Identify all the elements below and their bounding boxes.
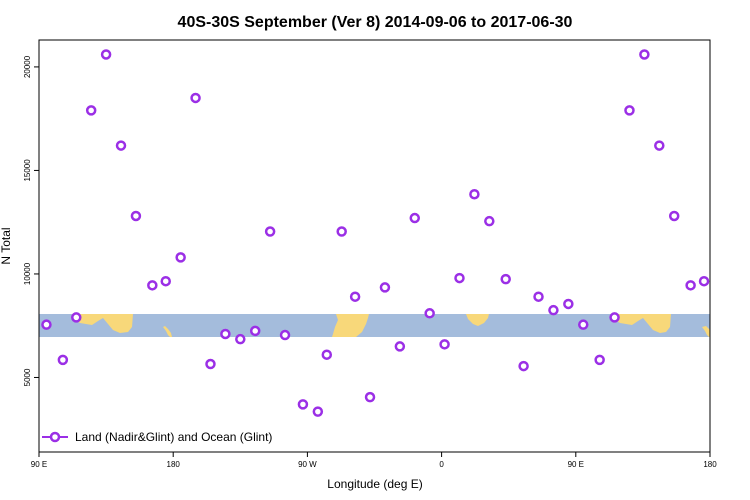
data-point (379, 282, 391, 293)
data-point (220, 328, 231, 340)
data-point (624, 105, 635, 116)
plot-frame (38, 39, 711, 453)
data-point (321, 349, 333, 360)
ocean-band (39, 314, 710, 337)
data-point (548, 304, 559, 316)
data-point (409, 212, 421, 224)
y-tick-label: 10000 (23, 262, 32, 285)
data-point (249, 325, 261, 337)
data-point (364, 391, 376, 403)
data-point (349, 291, 361, 302)
data-point (639, 49, 650, 60)
x-tick-label: 0 (439, 460, 444, 469)
data-point (654, 140, 665, 151)
data-point (297, 399, 309, 410)
x-tick-label: 90 E (568, 460, 584, 469)
y-axis-label: N Total (0, 227, 13, 264)
data-point (85, 105, 97, 116)
x-tick-label: 180 (703, 460, 717, 469)
data-points (41, 49, 710, 417)
data-point (394, 341, 406, 352)
data-point (533, 291, 544, 302)
x-tick-label: 180 (167, 460, 181, 469)
data-point (160, 275, 171, 287)
data-point (500, 273, 511, 285)
legend: Land (Nadir&Glint) and Ocean (Glint) (42, 430, 272, 444)
data-point (685, 280, 696, 291)
data-point (668, 210, 680, 222)
data-point (71, 312, 82, 323)
data-point (205, 358, 216, 370)
data-point (100, 49, 112, 60)
legend-label: Land (Nadir&Glint) and Ocean (Glint) (75, 430, 272, 444)
x-axis-label: Longitude (deg E) (327, 477, 422, 491)
data-point (336, 226, 347, 237)
data-point (609, 312, 620, 323)
data-point (454, 272, 465, 284)
data-point (312, 406, 324, 417)
data-point (279, 329, 291, 341)
data-point (57, 354, 69, 366)
world-map-strip (39, 314, 710, 337)
data-point (518, 360, 529, 372)
x-axis: 90 E 180 90 W 0 90 E 180 (31, 452, 717, 469)
data-point (190, 92, 201, 104)
africa-landmass (466, 314, 489, 326)
y-tick-label: 20000 (23, 55, 32, 78)
data-point (41, 319, 52, 330)
data-point (264, 226, 276, 237)
new-zealand-landmass (163, 326, 172, 337)
x-tick-label: 90 W (298, 460, 317, 469)
data-point (175, 252, 186, 263)
data-point (563, 298, 574, 310)
data-point (235, 333, 246, 345)
data-point (578, 319, 589, 330)
data-point (698, 275, 710, 287)
australia-landmass-repeat (612, 314, 671, 333)
legend-marker (49, 431, 61, 443)
y-tick-label: 5000 (23, 368, 32, 386)
data-point (424, 308, 435, 319)
data-point (469, 188, 480, 200)
data-point (130, 210, 142, 222)
new-zealand-landmass-repeat (702, 326, 710, 337)
data-point (147, 280, 158, 291)
data-point (594, 354, 605, 366)
australia-landmass (72, 314, 133, 333)
x-tick-label: 90 E (31, 460, 47, 469)
data-point (115, 140, 127, 151)
chart-title: 40S-30S September (Ver 8) 2014-09-06 to … (178, 14, 573, 31)
y-tick-label: 15000 (23, 159, 32, 182)
data-point (484, 215, 495, 227)
south-america-landmass (332, 314, 369, 337)
data-point (439, 339, 450, 350)
y-axis: 5000 10000 15000 20000 (23, 55, 39, 386)
